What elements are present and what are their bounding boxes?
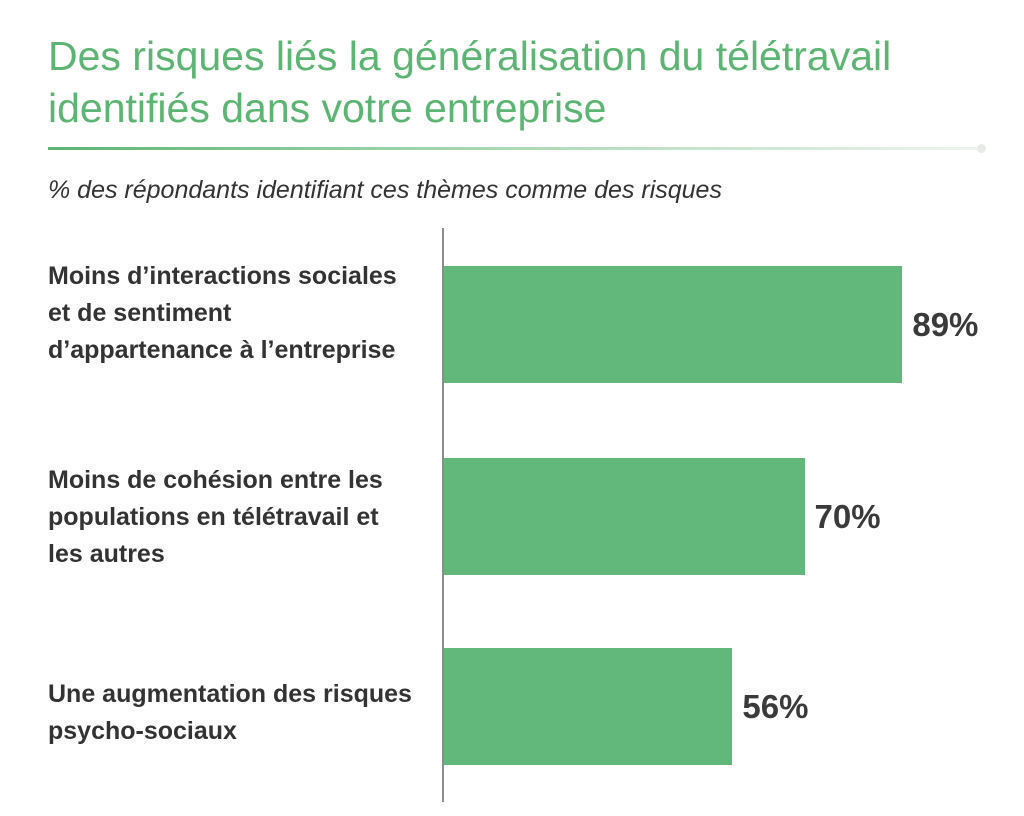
category-label: Moins de cohésion entre les populations …	[48, 466, 383, 568]
bar	[444, 648, 733, 765]
bar	[444, 458, 805, 575]
title-divider	[48, 147, 982, 150]
y-axis-line	[442, 228, 444, 802]
value-label: 56%	[742, 687, 809, 725]
bar	[444, 266, 903, 383]
category-label: Moins d’interactions sociales et de sent…	[48, 262, 397, 364]
value-label: 89%	[912, 305, 979, 343]
chart-title: Des risques liés la généralisation du té…	[48, 33, 892, 131]
category-label: Une augmentation des risques psycho-soci…	[48, 680, 412, 745]
chart-subtitle: % des répondants identifiant ces thèmes …	[48, 176, 722, 204]
value-label: 70%	[814, 497, 881, 535]
divider-dot	[977, 144, 986, 153]
